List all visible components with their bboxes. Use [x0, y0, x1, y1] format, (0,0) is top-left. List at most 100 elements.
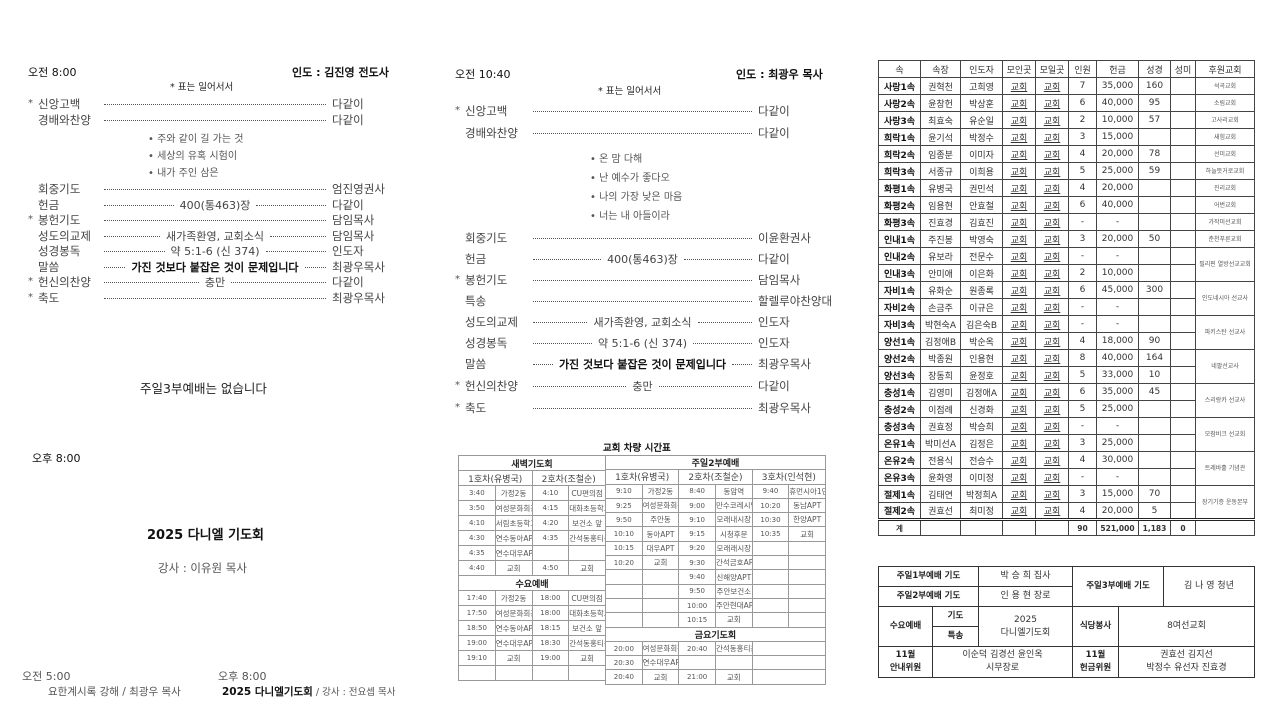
- meet-place: 교회: [1002, 196, 1036, 214]
- bible: 95: [1138, 94, 1171, 112]
- dotted-leader: [104, 282, 199, 283]
- rice: [1170, 145, 1196, 163]
- order-detail: 400(통463)장: [179, 198, 251, 212]
- table-row: 사랑3속 최효숙 유순일 교회 교회 2 10,000 57 고사리교회: [878, 111, 1255, 129]
- order-detail: 가진 것보다 붙잡은 것이 문제입니다: [558, 357, 727, 371]
- leader: 이점례: [920, 400, 961, 418]
- rice: [1170, 315, 1196, 333]
- stop-time: 19:10: [458, 650, 496, 666]
- stop-place: 주안보건소: [714, 583, 753, 599]
- next-place: 교회: [1035, 196, 1069, 214]
- rice: [1170, 111, 1196, 129]
- table-row: 절제2속 권효선 최미정 교회 교회 4 20,000 5: [878, 502, 1255, 520]
- order-label: 경배와찬양: [465, 125, 518, 140]
- dotted-leader: [104, 220, 326, 221]
- stop-time: [678, 655, 716, 671]
- group: 희락3속: [878, 162, 921, 180]
- sponsor-church: 하늘뜻거로교회: [1195, 162, 1255, 180]
- dotted-leader: [683, 259, 753, 260]
- attendance-table: 속 속장 인도자 모인곳 모일곳 인원 헌금 성경 성미 후원교회 사랑1속 권혁천 고희영 교회 교회 7 3…: [878, 60, 1255, 536]
- stop-place: 주안현대APT: [714, 597, 753, 614]
- offering: 25,000: [1096, 162, 1139, 180]
- order-detail: 약 5:1-6 (신 374): [170, 244, 260, 258]
- stop-time: 9:00: [678, 497, 716, 514]
- empty-cell: [751, 655, 827, 671]
- group: 충성3속: [878, 417, 921, 435]
- group: 자비1속: [878, 281, 921, 299]
- bible: [1138, 179, 1171, 197]
- leader: 임종분: [920, 145, 961, 163]
- evening-speaker: 강사 : 이유원 목사: [158, 561, 247, 575]
- hymn-item: • 난 예수가 좋다오: [590, 173, 670, 184]
- stop-place: 한양APT: [788, 512, 826, 528]
- stop-time: 18:00: [531, 605, 570, 621]
- stop-place: 교회: [494, 560, 533, 576]
- leader: 김태연: [920, 485, 961, 503]
- dotted-leader: [533, 238, 752, 239]
- bus-row: 19:10 교회 19:00 교회: [458, 650, 606, 666]
- offer-label: 11월 헌금위원: [1072, 646, 1119, 678]
- next-place: 교회: [1035, 485, 1069, 503]
- meet-place: 교회: [1002, 332, 1036, 350]
- wed-eve-text: 2025 다니엘기도회 / 강사 : 전요셉 목사: [222, 684, 396, 699]
- order-row: 성경봉독 약 5:1-6 (신 374) 인도자: [28, 243, 398, 258]
- stop-place: 동아APT: [641, 526, 680, 542]
- host: 신경화: [960, 400, 1003, 418]
- dotted-leader: [533, 364, 553, 365]
- next-place: 교회: [1035, 366, 1069, 384]
- order-person: 최광우목사: [758, 400, 811, 415]
- offering: 40,000: [1096, 349, 1139, 367]
- stand-mark: *: [455, 380, 460, 391]
- people: 3: [1068, 485, 1097, 503]
- offering: 30,000: [1096, 451, 1139, 469]
- stop-time: 3:50: [458, 500, 496, 516]
- dotted-leader: [533, 343, 593, 344]
- stop-time: 9:50: [605, 512, 643, 528]
- column-header: 인도자: [960, 60, 1003, 78]
- standing-note: * 표는 일어서서: [170, 82, 234, 93]
- s3-label: 주일3부예배 기도: [1072, 566, 1164, 607]
- empty-cell: [960, 518, 1003, 536]
- section-title: 새벽기도회: [458, 455, 606, 471]
- group: 자비3속: [878, 315, 921, 333]
- order-label: 말씀: [465, 356, 487, 371]
- total-rice: 0: [1170, 518, 1196, 536]
- stop-place: 간석동홍티운: [714, 640, 753, 657]
- hymn-item: • 세상의 유혹 시험이: [148, 151, 238, 162]
- stop-time: 10:20: [605, 555, 643, 571]
- total-label: 계: [878, 518, 921, 536]
- order-leader: 충만: [104, 274, 326, 289]
- sponsor-church: 춘천푸른교회: [1195, 230, 1255, 248]
- order-label: 성경봉독: [465, 335, 508, 350]
- s2-label: 주일2부예배 기도: [878, 586, 979, 607]
- table-row: 화평2속 임용현 안효철 교회 교회 6 40,000 어번교회: [878, 196, 1255, 214]
- order-label: 헌금: [465, 251, 487, 266]
- dotted-leader: [270, 236, 327, 237]
- service-time: 오전 10:40: [455, 68, 511, 81]
- stop-place: CU편의점: [568, 485, 606, 501]
- people: -: [1068, 247, 1097, 265]
- meet-place: 교회: [1002, 366, 1036, 384]
- stop-time: 4:50: [531, 560, 570, 576]
- group: 인내2속: [878, 247, 921, 265]
- stop-place: 보건소 앞: [568, 620, 606, 636]
- host: 이은화: [960, 264, 1003, 282]
- stop-place: [788, 555, 826, 571]
- rice: [1170, 366, 1196, 384]
- offering: 15,000: [1096, 485, 1139, 503]
- bus-row: 4:40 교회 4:50 교회: [458, 560, 606, 576]
- table-row: 충성2속 이점례 신경화 교회 교회 5 25,000: [878, 400, 1255, 418]
- dotted-leader: [104, 104, 326, 105]
- order-detail: 400(통463)장: [607, 252, 678, 266]
- hymn-item: • 너는 내 아들이라: [590, 211, 670, 222]
- stop-time: 20:00: [605, 640, 643, 657]
- offering: 10,000: [1096, 264, 1139, 282]
- host: 박정희A: [960, 485, 1003, 503]
- dotted-leader: [732, 364, 752, 365]
- table-row: 자비1속 유화순 원종록 교회 교회 6 45,000 300 인도네시아 선교사: [878, 281, 1255, 316]
- people: 2: [1068, 111, 1097, 129]
- group: 절제2속: [878, 502, 921, 520]
